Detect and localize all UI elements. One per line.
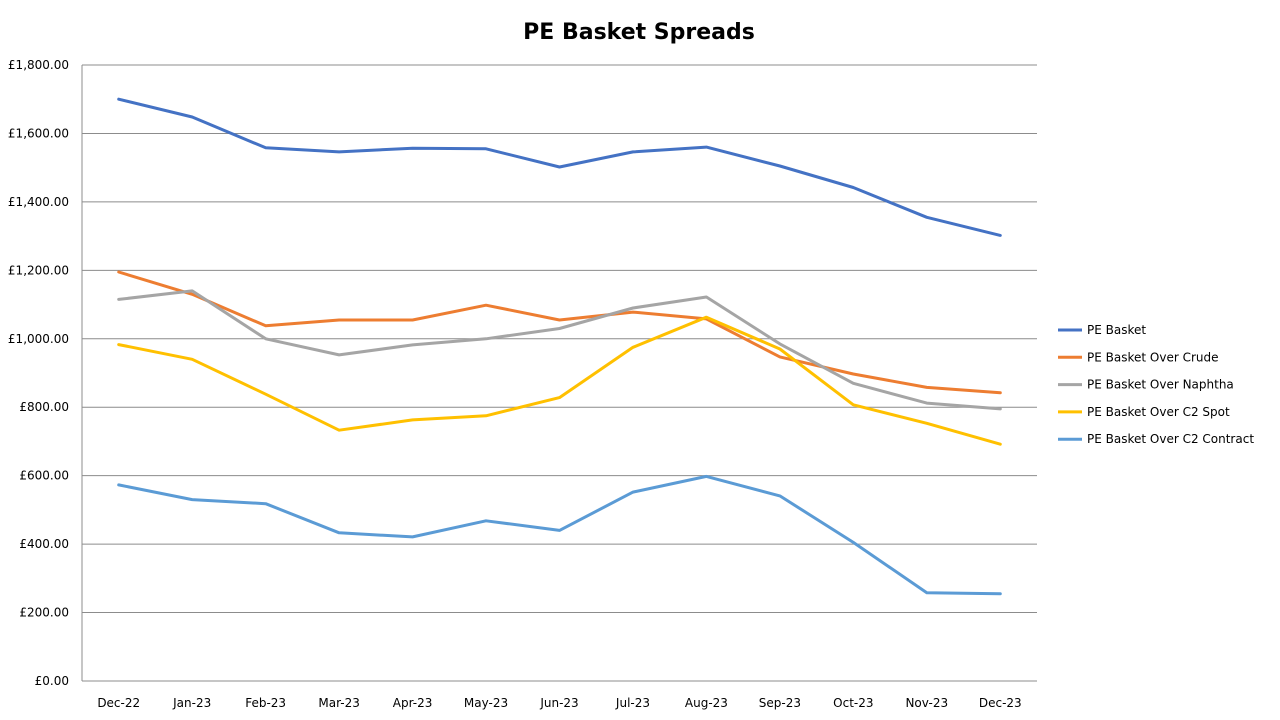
y-tick-label: £400.00: [19, 537, 69, 551]
chart-title: PE Basket Spreads: [523, 20, 755, 45]
series-line-2: [117, 270, 1002, 395]
x-tick-label: May-23: [464, 696, 508, 710]
x-tick-label: Dec-23: [979, 696, 1022, 710]
x-tick-label: Oct-23: [833, 696, 873, 710]
y-tick-label: £0.00: [35, 674, 69, 688]
series-line-5: [117, 474, 1002, 596]
x-tick-label: Feb-23: [245, 696, 286, 710]
gridlines: [82, 64, 1037, 682]
x-tick-label: Jul-23: [615, 696, 650, 710]
legend-label: PE Basket Over C2 Spot: [1087, 405, 1230, 419]
y-tick-label: £1,000.00: [8, 332, 69, 346]
legend: PE Basket PE Basket Over Crude PE Basket O…: [1058, 323, 1254, 446]
series-line-1: [117, 97, 1002, 237]
x-tick-label: Sep-23: [759, 696, 801, 710]
x-tick-label: Jun-23: [539, 696, 578, 710]
x-tick-label: Nov-23: [905, 696, 948, 710]
y-tick-label: £800.00: [19, 400, 69, 414]
legend-label: PE Basket Over Crude: [1087, 350, 1219, 364]
legend-label: PE Basket: [1087, 323, 1146, 337]
x-tick-label: Jan-23: [172, 696, 211, 710]
x-tick-label: Apr-23: [393, 696, 433, 710]
y-axis: £0.00 £200.00 £400.00 £600.00 £800.00 £1,000.…: [8, 58, 83, 688]
x-tick-label: Mar-23: [318, 696, 359, 710]
y-tick-label: £1,400.00: [8, 195, 69, 209]
y-tick-label: £1,600.00: [8, 126, 69, 140]
x-axis: Dec-22 Jan-23 Feb-23 Mar-23 Apr-23 May-23 Jun-…: [97, 696, 1021, 710]
series-line-4: [117, 315, 1002, 446]
y-tick-label: £200.00: [19, 606, 69, 620]
series-line-3: [117, 289, 1002, 411]
x-tick-label: Dec-22: [97, 696, 140, 710]
series-lines: [117, 97, 1002, 596]
y-tick-label: £1,800.00: [8, 58, 69, 72]
x-tick-label: Aug-23: [685, 696, 728, 710]
y-tick-label: £600.00: [19, 469, 69, 483]
legend-label: PE Basket Over C2 Contract: [1087, 432, 1254, 446]
legend-label: PE Basket Over Naphtha: [1087, 378, 1234, 392]
y-tick-label: £1,200.00: [8, 263, 69, 277]
